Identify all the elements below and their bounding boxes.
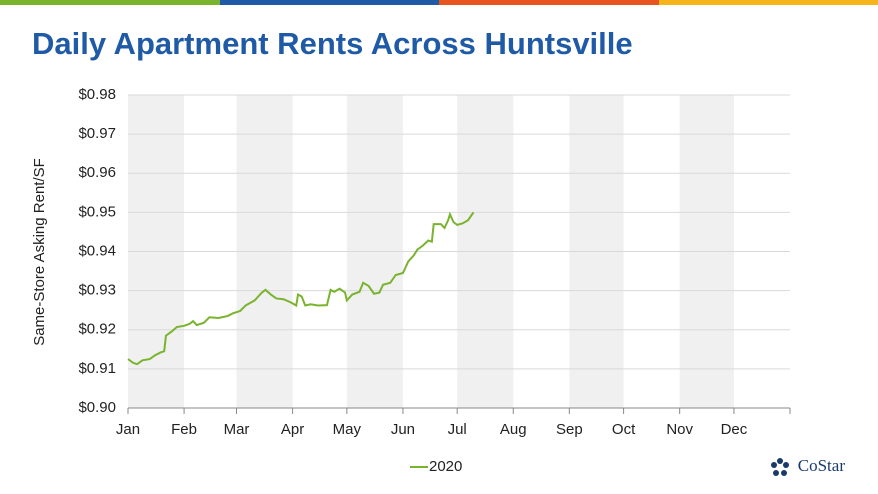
x-tick-label: Feb [171,421,197,438]
y-tick-label: $0.98 [78,86,116,103]
stripe [0,0,220,5]
x-tick-label: Nov [666,421,693,438]
x-tick-label: Jul [448,421,467,438]
brand: CoStar [798,456,846,475]
x-tick-label: Jun [391,421,415,438]
y-tick-label: $0.91 [78,360,116,377]
x-tick-label: May [333,421,362,438]
x-tick-label: Apr [281,421,304,438]
x-tick-label: Oct [612,421,636,438]
legend-label: 2020 [429,458,462,475]
y-tick-label: $0.94 [78,242,116,259]
x-tick-label: Mar [224,421,250,438]
y-tick-label: $0.95 [78,203,116,220]
chart-title: Daily Apartment Rents Across Huntsville [32,26,633,61]
y-tick-label: $0.90 [78,399,116,416]
stripe [220,0,439,5]
y-axis-label: Same-Store Asking Rent/SF [31,158,48,346]
y-tick-label: $0.96 [78,164,116,181]
x-tick-label: Dec [721,421,748,438]
y-tick-label: $0.93 [78,282,116,299]
brand-logo [771,458,789,476]
stripe [659,0,878,5]
y-tick-label: $0.92 [78,321,116,338]
stripe [439,0,659,5]
x-tick-label: Sep [556,421,583,438]
x-tick-label: Jan [116,421,140,438]
line [127,211,475,366]
x-tick-label: Aug [500,421,527,438]
y-tick-label: $0.97 [78,125,116,142]
